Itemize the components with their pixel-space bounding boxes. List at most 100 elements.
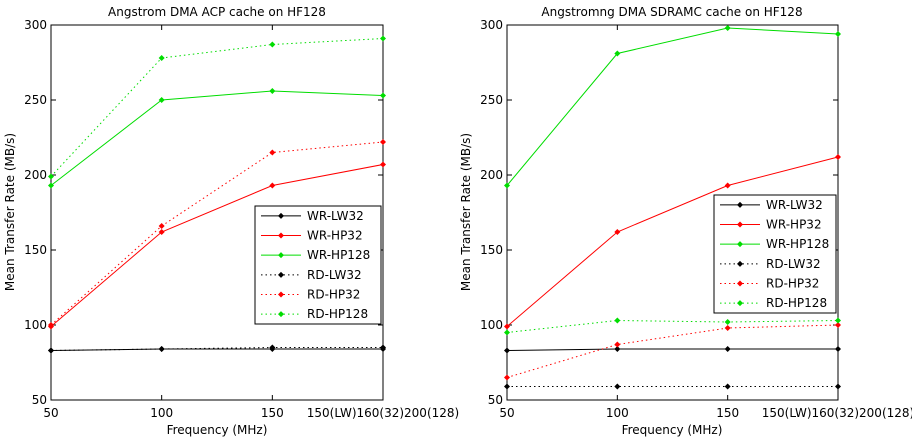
left-legend-marker bbox=[278, 311, 284, 318]
chart-left-title: Angstrom DMA ACP cache on HF128 bbox=[108, 5, 326, 19]
right-data-point-wr-hp32 bbox=[614, 229, 621, 235]
chart-left: Angstrom DMA ACP cache on HF128 Mean Tra… bbox=[3, 5, 459, 437]
right-data-point-rd-hp32 bbox=[614, 341, 621, 348]
right-data-point-rd-lw32 bbox=[724, 383, 731, 390]
right-data-point-rd-hp32 bbox=[835, 322, 841, 328]
right-series-line-wr-lw32 bbox=[506, 348, 838, 351]
left-data-point-wr-hp32 bbox=[158, 229, 165, 235]
left-data-point-wr-hp128 bbox=[48, 182, 54, 189]
left-data-point-rd-hp32 bbox=[158, 223, 165, 229]
right-data-point-wr-lw32 bbox=[835, 346, 841, 352]
right-legend-marker bbox=[737, 221, 743, 228]
right-series-line-wr-hp128 bbox=[506, 27, 839, 186]
right-data-point-rd-hp32 bbox=[724, 325, 731, 331]
chart-right: Angstromng DMA SDRAMC cache on HF128 Mea… bbox=[459, 5, 912, 437]
left-legend-marker bbox=[278, 212, 284, 219]
left-legend-label: WR-HP128 bbox=[307, 248, 370, 262]
left-y-tick-label: 300 bbox=[24, 18, 47, 32]
left-legend-marker bbox=[278, 252, 284, 259]
right-x-tick-label: 150 bbox=[716, 406, 739, 420]
chart-right-y-axis-label: Mean Transfer Rate (MB/s) bbox=[459, 133, 473, 291]
left-data-point-rd-lw32 bbox=[48, 347, 54, 354]
right-y-tick-label: 200 bbox=[480, 168, 503, 182]
right-legend-box bbox=[713, 194, 837, 314]
right-y-tick-label: 250 bbox=[480, 93, 503, 107]
right-y-tick-label: 100 bbox=[480, 318, 503, 332]
right-legend-label: WR-HP128 bbox=[766, 237, 829, 251]
right-legend-label: WR-HP32 bbox=[766, 218, 822, 232]
left-data-point-rd-lw32 bbox=[380, 344, 386, 351]
right-legend-marker bbox=[737, 260, 743, 267]
left-x-tick-label: 100 bbox=[150, 406, 173, 420]
left-y-tick-label: 200 bbox=[24, 168, 47, 182]
left-data-point-wr-hp128 bbox=[269, 88, 276, 94]
right-data-point-wr-hp128 bbox=[504, 182, 510, 189]
chart-left-plot-area: 50 100 150 200 250 300 50 100 150 150(LW)160(32)2… bbox=[24, 18, 459, 420]
right-legend-label: RD-LW32 bbox=[766, 257, 821, 271]
right-data-point-wr-hp32 bbox=[835, 154, 841, 160]
left-data-point-rd-lw32 bbox=[269, 344, 276, 351]
left-y-tick-label: 150 bbox=[24, 243, 47, 257]
left-x-tick-label: 150 bbox=[261, 406, 284, 420]
left-data-point-rd-hp128 bbox=[380, 35, 386, 42]
right-legend-marker bbox=[737, 241, 743, 248]
right-x-tick-label: 150(LW)160(32)200(128) bbox=[762, 406, 912, 420]
right-y-tick-label: 300 bbox=[480, 18, 503, 32]
chart-left-y-axis-label: Mean Transfer Rate (MB/s) bbox=[3, 133, 17, 291]
left-data-point-rd-hp128 bbox=[158, 55, 165, 61]
left-data-point-wr-hp128 bbox=[380, 92, 386, 99]
left-legend-marker bbox=[278, 271, 284, 278]
left-legend-label: RD-LW32 bbox=[307, 268, 362, 282]
right-data-point-rd-hp128 bbox=[504, 329, 510, 336]
chart-left-x-axis-label: Frequency (MHz) bbox=[167, 423, 268, 437]
left-data-point-rd-lw32 bbox=[158, 346, 165, 352]
right-data-point-rd-lw32 bbox=[504, 383, 510, 390]
right-x-tick-label: 100 bbox=[606, 406, 629, 420]
left-x-tick-label: 50 bbox=[43, 406, 58, 420]
left-legend-label: RD-HP32 bbox=[307, 288, 360, 302]
right-data-point-wr-hp128 bbox=[724, 25, 731, 31]
left-data-point-wr-hp128 bbox=[158, 97, 165, 103]
right-axes-box bbox=[506, 24, 839, 401]
left-axes-box bbox=[50, 24, 384, 401]
right-data-point-rd-hp128 bbox=[724, 319, 731, 325]
right-y-tick-label: 50 bbox=[488, 393, 503, 407]
right-data-point-wr-hp128 bbox=[614, 50, 621, 57]
left-x-tick-label: 150(LW)160(32)200(128) bbox=[307, 406, 459, 420]
right-data-point-wr-hp32 bbox=[724, 182, 731, 189]
left-y-tick-label: 50 bbox=[32, 393, 47, 407]
left-legend-label: RD-HP128 bbox=[307, 307, 368, 321]
left-legend-marker bbox=[278, 291, 284, 298]
right-series-line-rd-hp128 bbox=[506, 319, 839, 333]
left-data-point-rd-hp128 bbox=[48, 173, 54, 180]
right-legend-label: WR-LW32 bbox=[766, 198, 823, 212]
right-y-tick-label: 150 bbox=[480, 243, 503, 257]
right-legend-label: RD-HP128 bbox=[766, 296, 827, 310]
chart-right-x-axis-label: Frequency (MHz) bbox=[622, 423, 723, 437]
left-data-point-rd-hp32 bbox=[380, 139, 386, 145]
left-data-point-wr-hp32 bbox=[380, 161, 386, 168]
right-legend-marker bbox=[737, 300, 743, 307]
left-legend-marker bbox=[278, 232, 284, 239]
left-legend-label: WR-HP32 bbox=[307, 229, 363, 243]
right-series-line-wr-hp32 bbox=[506, 156, 839, 327]
left-series-line-wr-hp128 bbox=[50, 90, 384, 186]
left-legend-box bbox=[254, 205, 382, 325]
chart-right-plot-area: 50 100 150 200 250 300 50 100 150 150(LW)160(32)2… bbox=[480, 18, 912, 420]
right-data-point-rd-lw32 bbox=[614, 383, 621, 390]
right-legend: WR-LW32 WR-HP32 WR-HP128 RD-LW32 RD-HP32 RD-H… bbox=[713, 194, 837, 314]
left-data-point-rd-hp32 bbox=[48, 322, 54, 328]
right-legend-marker bbox=[737, 280, 743, 287]
left-y-tick-label: 100 bbox=[24, 318, 47, 332]
right-data-point-wr-lw32 bbox=[724, 346, 731, 352]
right-data-point-rd-hp128 bbox=[614, 317, 621, 324]
right-data-point-rd-hp32 bbox=[504, 374, 510, 381]
right-data-point-wr-hp32 bbox=[504, 323, 510, 330]
left-data-point-rd-hp128 bbox=[269, 41, 276, 48]
left-legend-label: WR-LW32 bbox=[307, 209, 364, 223]
left-series-line-rd-lw32 bbox=[50, 347, 383, 351]
right-legend-label: RD-HP32 bbox=[766, 277, 819, 291]
right-data-point-rd-lw32 bbox=[835, 383, 841, 390]
right-data-point-wr-lw32 bbox=[504, 347, 510, 354]
